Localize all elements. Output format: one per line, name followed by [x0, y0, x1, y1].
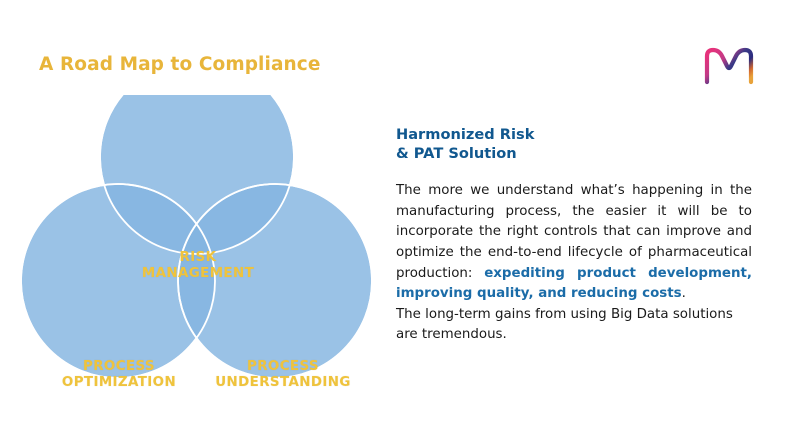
body-lead-text: The more we understand what’s happening …	[396, 183, 752, 281]
venn-circles	[20, 95, 373, 379]
venn-circle-understanding	[177, 183, 373, 379]
body-tail-text: .	[681, 286, 686, 302]
merck-m-logo	[700, 44, 758, 88]
section-heading-line2: & PAT Solution	[396, 144, 517, 162]
section-heading: Harmonized Risk & PAT Solution	[396, 126, 752, 163]
body-paragraph: The more we understand what’s happening …	[396, 181, 752, 346]
body-accent-text: expediting product development, improvin…	[396, 265, 753, 302]
venn-circle-outlines	[20, 95, 373, 379]
body-paragraph-two: The long-term gains from using Big Data …	[396, 306, 733, 343]
section-heading-line1: Harmonized Risk	[396, 126, 535, 143]
venn-diagram: RISK MANAGEMENT PROCESS OPTIMIZATION PRO…	[0, 95, 400, 395]
content-column: Harmonized Risk & PAT Solution The more …	[396, 126, 752, 346]
page-title: A Road Map to Compliance	[39, 54, 321, 75]
